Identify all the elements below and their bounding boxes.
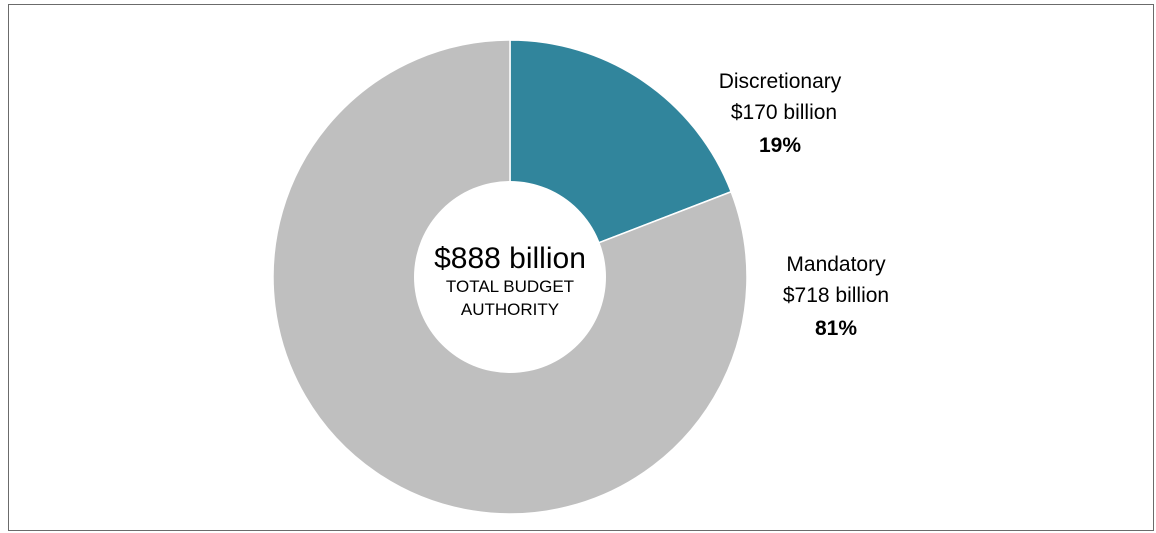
discretionary-percent-label: 19% — [759, 134, 801, 157]
center-label-line1: TOTAL BUDGET — [446, 277, 574, 296]
center-total-amount: $888 billion — [434, 242, 586, 275]
mandatory-percent-label: 81% — [815, 317, 857, 340]
donut-hole — [414, 181, 606, 373]
discretionary-value-label: $170 billion — [731, 101, 837, 124]
mandatory-value-label: $718 billion — [783, 284, 889, 307]
mandatory-name-label: Mandatory — [786, 253, 886, 276]
discretionary-name-label: Discretionary — [719, 70, 842, 93]
center-label-line2: AUTHORITY — [461, 300, 559, 319]
